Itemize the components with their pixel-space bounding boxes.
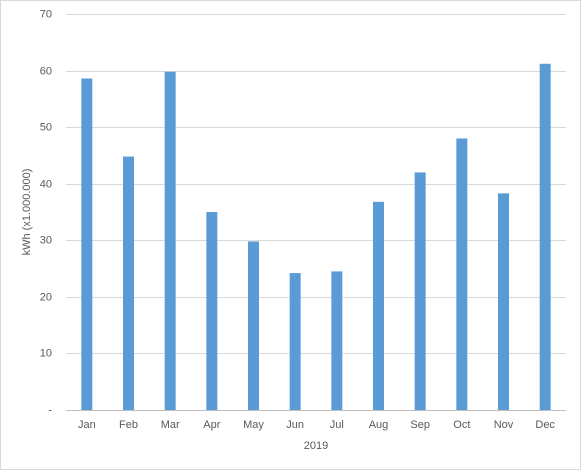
bar — [81, 78, 93, 411]
bar — [373, 201, 384, 410]
y-tick-label: 60 — [40, 65, 52, 77]
y-tick-label: 70 — [40, 8, 52, 20]
x-tick-label: Apr — [203, 419, 220, 431]
bar — [539, 63, 551, 410]
x-tick-label: Mar — [161, 419, 180, 431]
x-tick-label: Dec — [535, 419, 555, 431]
x-tick-label: Aug — [369, 419, 389, 431]
x-tick-label: Nov — [494, 419, 514, 431]
bar — [123, 156, 134, 410]
y-tick-label: 30 — [40, 234, 52, 246]
x-tick-label: Jun — [286, 419, 304, 431]
bar — [414, 172, 426, 410]
bar — [331, 271, 343, 410]
y-tick-label: 40 — [40, 178, 52, 190]
x-tick-label: Sep — [410, 419, 430, 431]
bar — [498, 193, 509, 410]
x-tick-label: Jan — [78, 419, 96, 431]
x-axis-title: 2019 — [304, 440, 328, 452]
y-tick-label: 20 — [40, 291, 52, 303]
y-tick-label: 10 — [40, 347, 52, 359]
bar — [289, 273, 301, 410]
bar — [206, 212, 218, 410]
bar — [164, 71, 176, 411]
x-tick-label: Oct — [453, 419, 470, 431]
bar — [248, 241, 259, 410]
x-tick-label: Jul — [330, 419, 344, 431]
bar — [456, 138, 468, 410]
x-tick-label: Feb — [119, 419, 138, 431]
x-tick-label: May — [243, 419, 264, 431]
y-tick-label: 50 — [40, 121, 52, 133]
y-tick-label: - — [48, 404, 52, 416]
y-axis-title: kWh (x1.000.000) — [21, 169, 33, 256]
